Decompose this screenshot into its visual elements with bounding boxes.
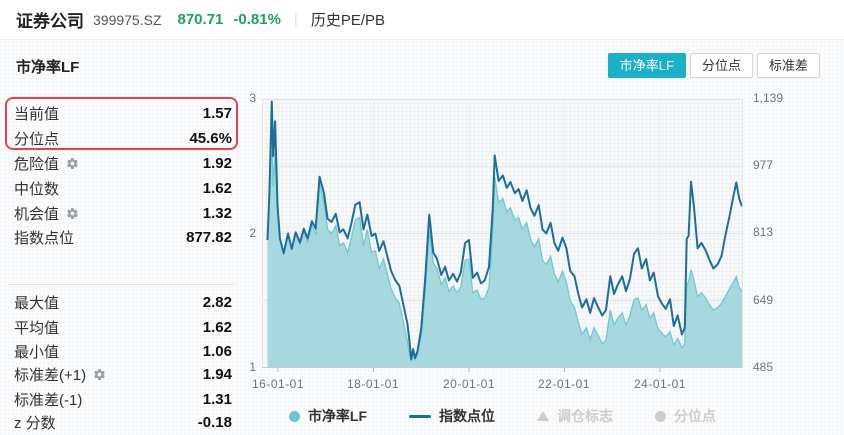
stat-label: 平均值 xyxy=(14,319,60,337)
stat-row-max: 最大值 2.82 xyxy=(14,292,232,312)
stat-row-zscore: z 分数 -0.18 xyxy=(14,412,232,432)
rebalance-triangle-icon xyxy=(537,411,550,421)
stat-value: 1.62 xyxy=(202,318,232,336)
stat-row-percentile: 分位点 45.6% xyxy=(14,128,232,148)
stat-label: 危险值 xyxy=(14,155,60,173)
legend-item-percentile[interactable]: 分位点 xyxy=(655,406,716,426)
x-axis-tick-label: 22-01-01 xyxy=(537,377,591,391)
chart-legend: 市净率LF 指数点位 调仓标志 分位点 xyxy=(262,406,743,426)
panel-divider xyxy=(8,284,238,285)
menu-history-pepb[interactable]: 历史PE/PB xyxy=(310,12,386,29)
stat-label: 标准差(+1) xyxy=(14,366,87,384)
y-axis-left-tick-label: 1 xyxy=(249,360,256,374)
legend-item-rebalance[interactable]: 调仓标志 xyxy=(537,406,613,426)
stat-value: 1.94 xyxy=(202,365,232,383)
stat-row-mean: 平均值 1.62 xyxy=(14,317,232,337)
stat-row-index: 指数点位 877.82 xyxy=(14,227,232,247)
legend-item-pb[interactable]: 市净率LF xyxy=(288,406,368,426)
stat-row-std-plus: 标准差(+1) 1.94 xyxy=(14,364,232,384)
stat-value: 1.92 xyxy=(202,154,232,172)
stat-value: 1.32 xyxy=(202,204,232,222)
stat-label: 分位点 xyxy=(14,130,60,148)
stat-label: 指数点位 xyxy=(14,229,75,247)
index-series-line-icon xyxy=(409,414,432,418)
y-axis-right-tick-label: 977 xyxy=(753,158,774,172)
stat-label: 当前值 xyxy=(14,105,60,123)
stat-label: z 分数 xyxy=(14,414,56,432)
legend-label: 调仓标志 xyxy=(557,408,614,424)
stat-value: 2.82 xyxy=(202,293,232,311)
x-axis-tick-label: 16-01-01 xyxy=(251,377,305,391)
percentile-dot-icon xyxy=(655,410,667,422)
stock-code: 399975.SZ xyxy=(93,11,162,28)
stat-row-chance: 机会值 1.32 xyxy=(14,203,232,223)
stat-label: 标准差(-1) xyxy=(14,391,83,409)
toolbar-button-std[interactable]: 标准差 xyxy=(756,53,820,78)
stock-price: 870.71 xyxy=(177,11,224,28)
stat-row-min: 最小值 1.06 xyxy=(14,341,232,361)
y-axis-left-tick-label: 3 xyxy=(249,91,256,105)
stat-value: 1.31 xyxy=(202,390,232,408)
main-area: 市净率LF 市净率LF 分位点 标准差 当前值 1.57 分位点 45.6% 危险值… xyxy=(0,40,844,435)
stat-value: 1.57 xyxy=(202,104,232,122)
highlight-box xyxy=(5,97,238,150)
stat-row-std-minus: 标准差(-1) 1.31 xyxy=(14,389,232,409)
y-axis-right-tick-label: 813 xyxy=(753,225,774,239)
stat-row-current: 当前值 1.57 xyxy=(14,103,232,123)
x-axis-tick-label: 18-01-01 xyxy=(346,377,400,391)
legend-label: 指数点位 xyxy=(439,408,496,424)
y-axis-right-tick-label: 649 xyxy=(753,293,774,307)
stat-value: -0.18 xyxy=(197,413,232,431)
stat-label: 最小值 xyxy=(14,343,60,361)
stat-row-danger: 危险值 1.92 xyxy=(14,153,232,173)
stat-value: 45.6% xyxy=(189,129,232,147)
stat-label: 最大值 xyxy=(14,294,60,312)
legend-item-index[interactable]: 指数点位 xyxy=(409,406,495,426)
stat-value: 1.06 xyxy=(202,342,232,360)
toolbar-button-pb[interactable]: 市净率LF xyxy=(607,53,686,78)
y-axis-right-tick-label: 485 xyxy=(753,360,774,374)
panel-title: 市净率LF xyxy=(16,59,80,76)
header-divider: | xyxy=(293,11,298,28)
stock-change: -0.81% xyxy=(233,11,281,28)
stat-value: 877.82 xyxy=(186,228,232,246)
legend-label: 市净率LF xyxy=(307,408,368,424)
stat-value: 1.62 xyxy=(202,179,232,197)
stock-name: 证券公司 xyxy=(16,12,84,31)
toolbar-button-percentile[interactable]: 分位点 xyxy=(689,53,753,78)
x-axis-tick-label: 20-01-01 xyxy=(442,377,496,391)
y-axis-left-tick-label: 2 xyxy=(249,226,256,240)
gear-icon[interactable] xyxy=(66,207,79,220)
stat-row-median: 中位数 1.62 xyxy=(14,178,232,198)
header: 证券公司 399975.SZ 870.71 -0.81% | 历史PE/PB xyxy=(0,0,844,40)
y-axis-right-tick-label: 1,139 xyxy=(753,91,784,105)
gear-icon[interactable] xyxy=(93,368,106,381)
stat-label: 中位数 xyxy=(14,180,60,198)
toolbar: 市净率LF 分位点 标准差 xyxy=(607,53,820,78)
chart-canvas xyxy=(262,99,743,372)
pb-index-chart-plot[interactable] xyxy=(262,99,743,372)
x-axis-tick-label: 24-01-01 xyxy=(633,377,687,391)
stat-label: 机会值 xyxy=(14,205,60,223)
gear-icon[interactable] xyxy=(66,157,79,170)
pb-series-dot-icon xyxy=(288,410,300,422)
legend-label: 分位点 xyxy=(674,408,717,424)
